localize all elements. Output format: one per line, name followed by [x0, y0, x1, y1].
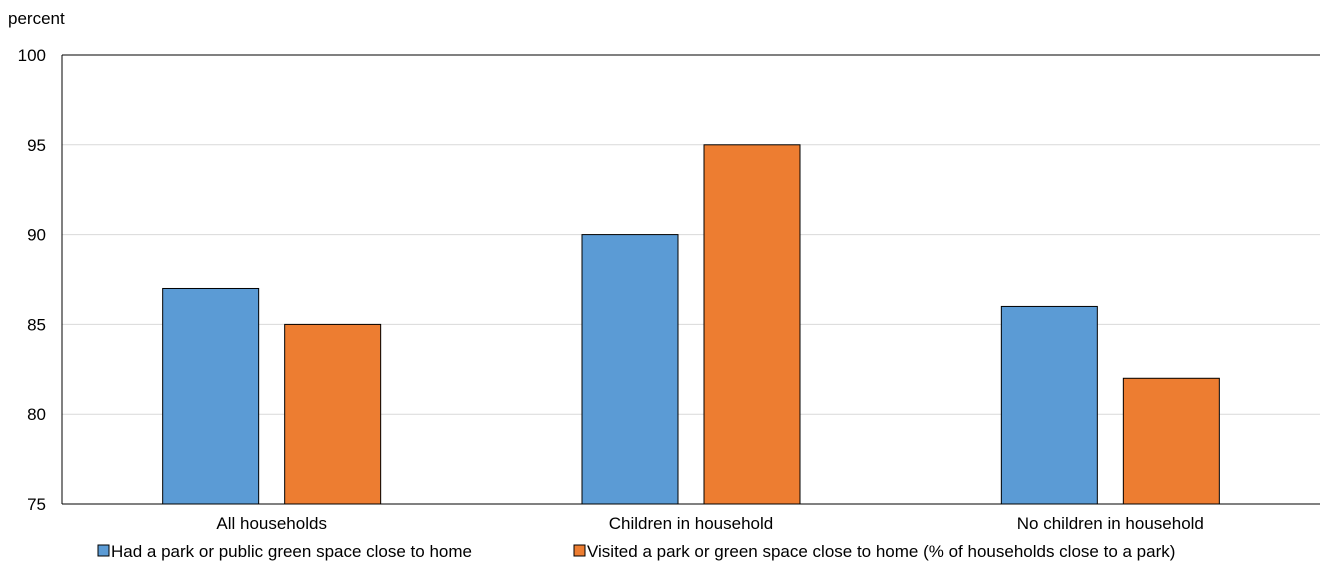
y-axis-ticks: 75 80 85 90 95 100 — [18, 46, 46, 514]
legend-label: Had a park or public green space close t… — [111, 542, 472, 561]
legend-swatch — [573, 544, 586, 557]
legend-swatch — [97, 544, 110, 557]
x-category-label: No children in household — [1017, 514, 1204, 533]
y-tick-label: 100 — [18, 46, 46, 65]
x-axis-categories: All households Children in household No ch… — [216, 514, 1204, 533]
bar-had-park-0 — [162, 287, 260, 505]
y-tick-label: 90 — [27, 226, 46, 245]
plot-frame — [61, 54, 1320, 505]
y-tick-label: 80 — [27, 405, 46, 424]
y-tick-label: 75 — [27, 495, 46, 514]
y-tick-label: 95 — [27, 136, 46, 155]
x-category-label: All households — [216, 514, 327, 533]
y-axis-unit-label: percent — [8, 9, 65, 28]
bars — [162, 144, 1220, 505]
bar-visited-park-2 — [1122, 377, 1220, 505]
bar-had-park-2 — [1000, 305, 1098, 505]
legend: Had a park or public green space close t… — [97, 542, 1175, 561]
bar-visited-park-0 — [284, 323, 382, 505]
x-category-label: Children in household — [609, 514, 773, 533]
bar-visited-park-1 — [703, 144, 801, 505]
legend-label: Visited a park or green space close to h… — [587, 542, 1175, 561]
gridlines — [62, 144, 1320, 415]
bar-had-park-1 — [581, 234, 679, 505]
y-tick-label: 85 — [27, 315, 46, 334]
